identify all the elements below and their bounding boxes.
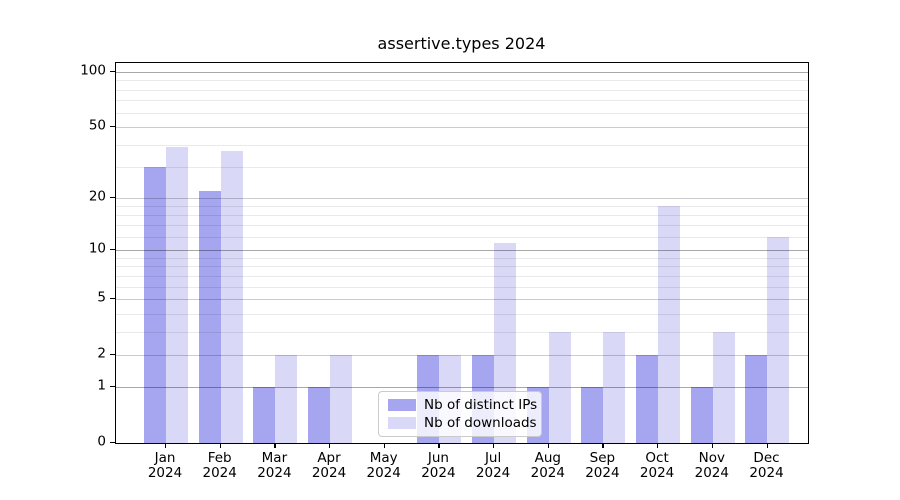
x-tick-mark [602,444,604,448]
bar-nb-of-distinct-ips-apr-2024 [308,387,331,443]
y-tick-label: 50 [88,117,106,134]
bar-nb-of-distinct-ips-mar-2024 [253,387,276,443]
y-tick-label: 2 [97,345,106,362]
x-tick-mark [219,444,221,448]
x-tick-mark [383,444,385,448]
x-tick-mark [766,444,768,448]
bar-nb-of-downloads-aug-2024 [548,331,571,443]
y-tick-label: 5 [97,289,106,306]
x-tick-label: Oct 2024 [639,450,675,481]
chart-title: assertive.types 2024 [377,34,546,53]
y-tick-mark [110,249,115,251]
y-gridline-mid [116,198,808,200]
y-tick-mark [110,71,115,73]
y-gridline-minor [116,225,808,227]
bar-nb-of-distinct-ips-nov-2024 [690,387,713,443]
x-tick-mark [438,444,440,448]
x-tick-label: Mar 2024 [257,450,292,481]
y-tick-mark [110,125,115,128]
x-tick-label: Dec 2024 [749,450,784,481]
x-tick-mark [493,444,495,448]
bar-nb-of-downloads-nov-2024 [712,331,735,443]
x-tick-mark [547,444,549,448]
bar-nb-of-downloads-oct-2024 [658,206,681,443]
y-tick-mark [110,442,115,444]
y-gridline-mid [116,126,808,128]
y-gridline-mid [116,354,808,356]
y-tick-mark [110,353,115,355]
x-tick-label: May 2024 [366,450,401,481]
y-tick-mark [110,386,115,388]
y-gridline-minor [116,215,808,217]
y-gridline-major [116,72,808,73]
y-gridline-minor [116,236,808,238]
y-gridline-minor [116,313,808,315]
x-tick-label: Jan 2024 [147,450,183,481]
x-tick-label: Jun 2024 [421,450,456,481]
y-gridline-minor [116,206,808,208]
y-gridline-minor [116,266,808,268]
x-tick-label: Feb 2024 [202,450,237,481]
y-gridline-minor [116,144,808,146]
y-gridline-minor [116,100,808,102]
bar-nb-of-distinct-ips-feb-2024 [198,191,221,443]
y-gridline-mid [116,299,808,300]
x-tick-label: Aug 2024 [530,450,565,481]
x-tick-mark [329,444,331,448]
y-gridline-minor [116,331,808,333]
legend-item-label: Nb of distinct IPs [424,397,538,413]
y-tick-label: 20 [88,189,106,206]
y-gridline-minor [116,257,808,259]
y-tick-label: 1 [97,378,106,395]
y-gridline-minor [116,89,808,91]
y-tick-label: 0 [97,433,106,450]
bar-nb-of-downloads-mar-2024 [275,354,298,443]
x-tick-label: Jul 2024 [475,450,511,481]
x-tick-label: Nov 2024 [694,450,729,481]
y-gridline-minor [116,275,808,277]
legend-swatch [388,417,416,429]
x-tick-mark [657,444,659,448]
y-gridline-minor [116,80,808,82]
bar-nb-of-downloads-dec-2024 [767,236,790,443]
bar-nb-of-distinct-ips-jan-2024 [144,167,166,443]
y-gridline-minor [116,112,808,114]
bar-nb-of-distinct-ips-oct-2024 [636,354,659,443]
x-tick-mark [711,444,713,448]
legend: Nb of distinct IPs Nb of downloads [378,391,542,437]
y-tick-mark [110,298,115,300]
x-tick-mark [165,444,167,448]
x-tick-label: Sep 2024 [585,450,620,481]
bar-nb-of-downloads-sep-2024 [603,331,626,443]
y-gridline-minor [116,167,808,168]
y-gridline-minor [116,286,808,288]
x-tick-label: Apr 2024 [311,450,347,481]
x-tick-mark [274,444,276,448]
y-tick-label: 10 [88,241,106,258]
bar-nb-of-downloads-feb-2024 [220,150,243,443]
plot-area [115,62,809,444]
legend-item: Nb of downloads [386,415,537,431]
bar-nb-of-downloads-jan-2024 [166,146,188,443]
y-gridline-major [116,250,808,252]
y-tick-label: 100 [80,62,106,79]
legend-item: Nb of distinct IPs [386,397,538,413]
legend-swatch [388,399,416,411]
bar-nb-of-distinct-ips-dec-2024 [745,354,768,443]
legend-item-label: Nb of downloads [424,415,537,431]
y-gridline-major [116,387,808,389]
bar-nb-of-distinct-ips-sep-2024 [581,387,604,443]
bar-nb-of-downloads-apr-2024 [330,354,353,443]
y-tick-mark [110,197,115,199]
